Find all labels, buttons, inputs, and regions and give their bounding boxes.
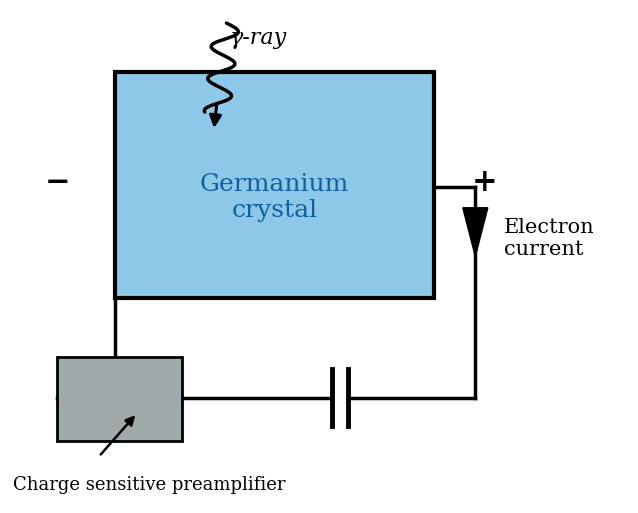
Text: +: + [472,167,498,198]
Text: Charge sensitive preamplifier: Charge sensitive preamplifier [13,476,285,494]
Text: −: − [45,167,70,198]
Text: Germanium
crystal: Germanium crystal [200,173,349,222]
Text: γ-ray: γ-ray [230,28,287,49]
Polygon shape [463,208,488,256]
Bar [115,72,434,298]
Bar [57,357,182,441]
Text: Electron
current: Electron current [504,218,595,259]
